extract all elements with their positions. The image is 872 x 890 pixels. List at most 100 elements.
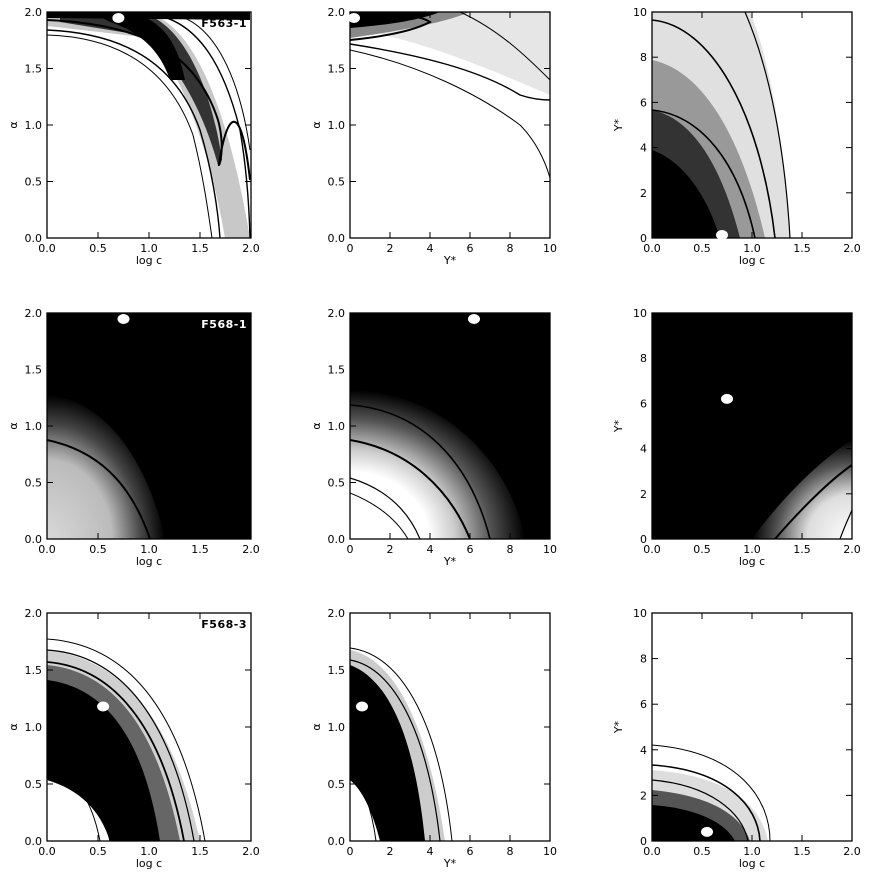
x-axis-label: log c <box>739 857 765 870</box>
panel-r1-c1-field <box>47 12 251 238</box>
x-tick-label: 0.5 <box>89 242 107 255</box>
x-axis-label: log c <box>739 555 765 568</box>
x-tick-label: 8 <box>507 543 514 556</box>
x-tick-label: 0.0 <box>643 845 661 858</box>
x-axis-label: log c <box>739 254 765 267</box>
panel-label: F568-1 <box>201 318 247 331</box>
y-tick-label: 10 <box>633 6 647 19</box>
y-tick-label: 1.5 <box>25 364 43 377</box>
x-tick-label: 0.5 <box>693 845 711 858</box>
y-tick-label: 1.5 <box>328 364 346 377</box>
y-tick-label: 0 <box>640 835 647 848</box>
x-tick-label: 0.5 <box>89 543 107 556</box>
x-tick-label: 1.0 <box>140 845 158 858</box>
x-tick-label: 0.0 <box>643 543 661 556</box>
x-axis-label: Υ* <box>443 857 457 870</box>
best-fit-marker <box>716 230 728 240</box>
x-axis-label: log c <box>136 857 162 870</box>
best-fit-marker <box>356 701 368 712</box>
panel-r3-c1 <box>47 613 251 841</box>
panel-r2-c3-field <box>652 313 852 539</box>
panel-axes-1: 0.0 0.5 1.0 1.5 2.0 0.0 0.5 1.0 1.5 2.0 log c α F563… <box>7 6 260 267</box>
panel-axes-8: 0 2 4 6 8 10 0.0 0.5 1.0 1.5 2.0 Υ* α <box>310 607 557 870</box>
panel-axes-6: 0.0 0.5 1.0 1.5 2.0 0 2 4 6 8 10 log c Υ* <box>612 307 861 568</box>
panel-r3-c3-field <box>652 613 852 841</box>
x-tick-label: 1.0 <box>140 242 158 255</box>
y-tick-label: 0.5 <box>328 176 346 189</box>
x-tick-label: 2.0 <box>242 543 260 556</box>
panel-axes-5: 0 2 4 6 8 10 0.0 0.5 1.0 1.5 2.0 Υ* α <box>310 307 557 568</box>
x-tick-label: 4 <box>427 845 434 858</box>
panel-r2-c2 <box>350 313 550 539</box>
panel-r2-c3 <box>652 313 852 539</box>
x-tick-label: 2 <box>387 543 394 556</box>
y-tick-label: 0 <box>640 232 647 245</box>
x-tick-label: 0 <box>347 242 354 255</box>
y-tick-label: 0 <box>640 533 647 546</box>
axes-layer: 0.0 0.5 1.0 1.5 2.0 0.0 0.5 1.0 1.5 2.0 log c α F563… <box>7 6 861 870</box>
panel-r1-c3-field <box>652 12 852 238</box>
y-tick-label: 2.0 <box>25 607 43 620</box>
y-tick-label: 10 <box>633 607 647 620</box>
x-tick-label: 8 <box>507 845 514 858</box>
y-tick-label: 4 <box>640 744 647 757</box>
y-tick-label: 1.5 <box>25 63 43 76</box>
best-fit-marker <box>348 13 360 23</box>
y-tick-label: 4 <box>640 443 647 456</box>
y-tick-label: 0.5 <box>25 176 43 189</box>
x-tick-label: 1.0 <box>743 845 761 858</box>
panel-label: F563-1 <box>201 17 247 30</box>
x-tick-label: 1.5 <box>191 543 209 556</box>
x-tick-label: 10 <box>543 242 557 255</box>
y-tick-label: 1.0 <box>25 420 43 433</box>
y-tick-label: 0.5 <box>25 477 43 490</box>
x-tick-label: 1.0 <box>140 543 158 556</box>
y-tick-label: 2 <box>640 187 647 200</box>
panel-axes-9: 0.0 0.5 1.0 1.5 2.0 0 2 4 6 8 10 log c Υ* <box>612 607 861 870</box>
panel-r3-c1-field <box>47 613 251 841</box>
x-tick-label: 1.5 <box>793 543 811 556</box>
y-tick-label: 0.5 <box>25 778 43 791</box>
y-tick-label: 0.5 <box>328 477 346 490</box>
y-tick-label: 0.0 <box>328 835 346 848</box>
panel-axes-7: 0.0 0.5 1.0 1.5 2.0 0.0 0.5 1.0 1.5 2.0 log c α F568… <box>7 607 260 870</box>
x-tick-label: 1.5 <box>793 845 811 858</box>
x-tick-label: 1.0 <box>743 543 761 556</box>
y-axis-label: Υ* <box>612 118 625 132</box>
y-tick-label: 1.5 <box>328 664 346 677</box>
x-tick-label: 4 <box>427 242 434 255</box>
y-tick-label: 1.0 <box>25 721 43 734</box>
x-tick-label: 0.0 <box>38 543 56 556</box>
panel-r1-c1 <box>47 12 251 238</box>
best-fit-marker <box>112 13 125 23</box>
y-axis-label: α <box>7 121 20 128</box>
y-tick-label: 6 <box>640 96 647 109</box>
best-fit-marker <box>701 826 713 837</box>
y-tick-label: 0.0 <box>328 232 346 245</box>
y-tick-label: 1.0 <box>25 119 43 132</box>
panel-axes-3: 0.0 0.5 1.0 1.5 2.0 0 2 4 6 8 10 log c Υ* <box>612 6 861 267</box>
y-tick-label: 2.0 <box>328 607 346 620</box>
x-tick-label: 4 <box>427 543 434 556</box>
x-tick-label: 0.0 <box>38 242 56 255</box>
y-tick-label: 0.0 <box>25 835 43 848</box>
panel-r1-c3 <box>652 12 852 238</box>
x-tick-label: 2.0 <box>242 242 260 255</box>
y-tick-label: 2 <box>640 789 647 802</box>
y-tick-label: 2.0 <box>328 6 346 19</box>
x-tick-label: 6 <box>467 543 474 556</box>
x-axis-label: Υ* <box>443 555 457 568</box>
y-tick-label: 6 <box>640 698 647 711</box>
x-axis-label: log c <box>136 254 162 267</box>
best-fit-marker <box>117 314 130 324</box>
y-tick-label: 8 <box>640 51 647 64</box>
panel-axes-2: 0 2 4 6 8 10 0.0 0.5 1.0 1.5 2.0 Υ* α <box>310 6 557 267</box>
y-axis-label: Υ* <box>612 419 625 433</box>
x-tick-label: 1.5 <box>191 845 209 858</box>
x-tick-label: 0.0 <box>38 845 56 858</box>
y-tick-label: 4 <box>640 142 647 155</box>
y-tick-label: 8 <box>640 653 647 666</box>
y-tick-label: 1.5 <box>25 664 43 677</box>
best-fit-marker <box>468 314 480 324</box>
